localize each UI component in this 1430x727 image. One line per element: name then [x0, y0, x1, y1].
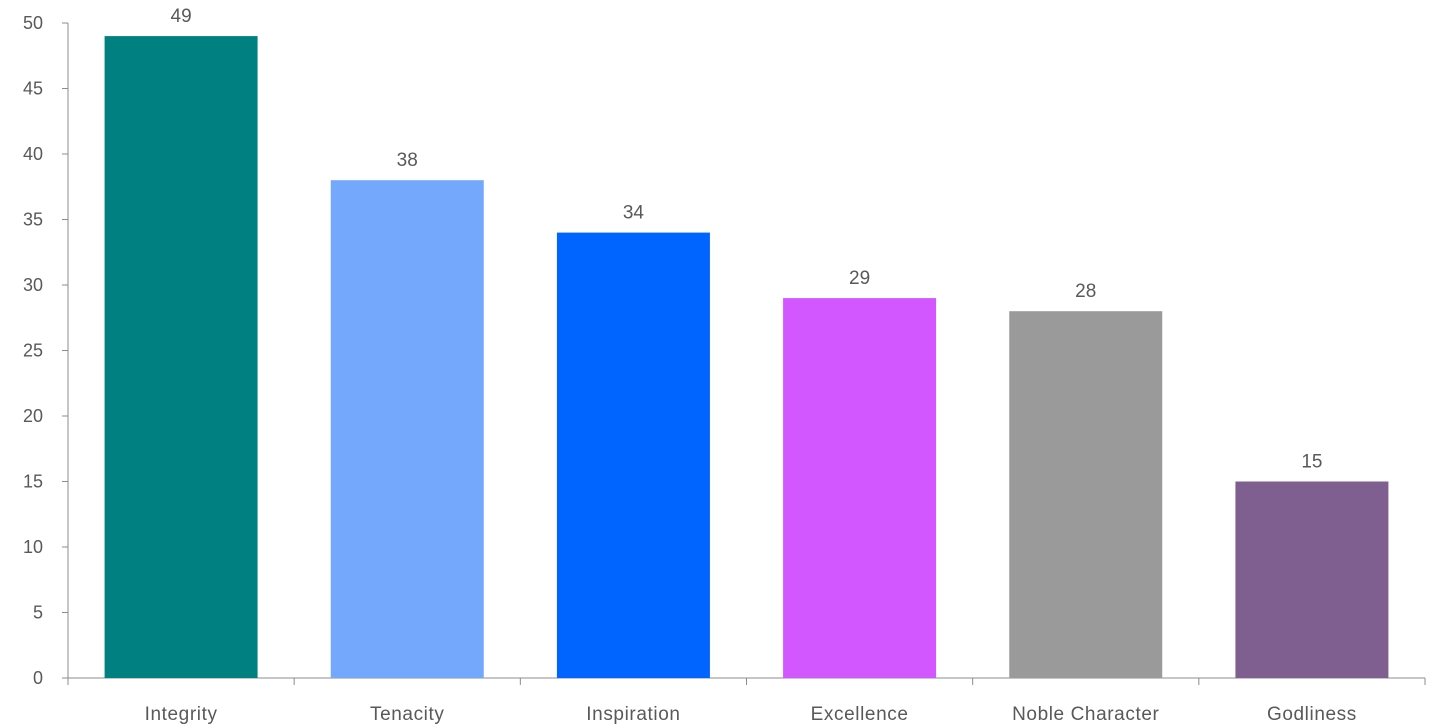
y-tick-label: 50 — [23, 13, 43, 33]
category-label: Excellence — [811, 704, 909, 725]
y-tick-label: 25 — [23, 341, 43, 361]
bar-excellence — [783, 298, 937, 678]
data-label: 15 — [1301, 452, 1322, 473]
data-label: 38 — [397, 150, 418, 171]
y-tick-label: 0 — [33, 668, 43, 688]
category-label: Tenacity — [370, 704, 445, 725]
y-tick-label: 20 — [23, 406, 43, 426]
category-label: Godliness — [1267, 704, 1357, 725]
data-labels: 49 38 34 29 28 15 — [171, 6, 1323, 472]
y-tick-label: 10 — [23, 537, 43, 557]
bar-tenacity — [330, 180, 484, 678]
bars — [104, 36, 1389, 679]
y-axis: 0 5 10 15 20 25 30 35 40 45 50 — [23, 13, 69, 688]
data-label: 34 — [623, 203, 645, 224]
data-label: 49 — [171, 6, 192, 27]
bar-godliness — [1235, 481, 1389, 678]
y-tick-label: 30 — [23, 275, 43, 295]
y-tick-label: 35 — [23, 210, 43, 230]
bar-noble-character — [1009, 311, 1163, 678]
x-axis — [62, 677, 1426, 685]
category-labels: Integrity Tenacity Inspiration Excellence No… — [145, 704, 1357, 725]
data-label: 29 — [849, 268, 870, 289]
y-tick-label: 15 — [23, 472, 43, 492]
y-tick-label: 45 — [23, 79, 43, 99]
category-label: Inspiration — [586, 704, 680, 725]
bar-integrity — [104, 36, 258, 679]
y-tick-label: 40 — [23, 144, 43, 164]
y-tick-label: 5 — [33, 603, 43, 623]
data-label: 28 — [1075, 281, 1096, 302]
category-label: Integrity — [145, 704, 218, 725]
category-label: Noble Character — [1012, 704, 1159, 725]
bar-inspiration — [556, 232, 710, 678]
